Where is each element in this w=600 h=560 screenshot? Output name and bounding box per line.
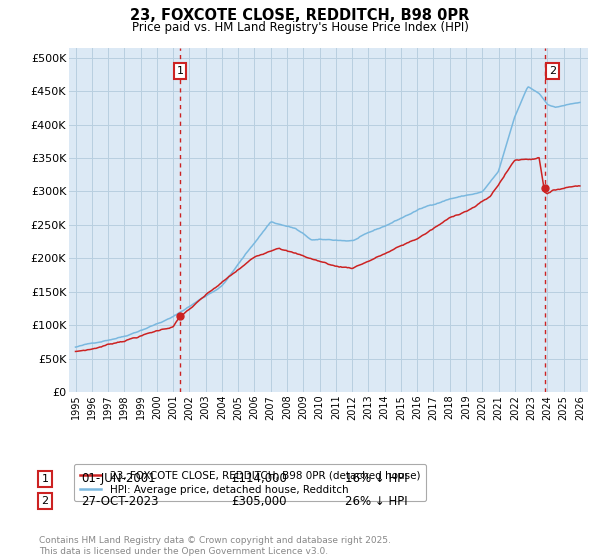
Text: £305,000: £305,000 [231,494,287,508]
Text: Contains HM Land Registry data © Crown copyright and database right 2025.
This d: Contains HM Land Registry data © Crown c… [39,536,391,556]
Text: 27-OCT-2023: 27-OCT-2023 [81,494,158,508]
Text: 01-JUN-2001: 01-JUN-2001 [81,472,155,486]
Legend: 23, FOXCOTE CLOSE, REDDITCH, B98 0PR (detached house), HPI: Average price, detac: 23, FOXCOTE CLOSE, REDDITCH, B98 0PR (de… [74,464,427,501]
Text: 26% ↓ HPI: 26% ↓ HPI [345,494,407,508]
Text: 1: 1 [41,474,49,484]
Text: Price paid vs. HM Land Registry's House Price Index (HPI): Price paid vs. HM Land Registry's House … [131,21,469,34]
Text: £114,000: £114,000 [231,472,287,486]
Text: 2: 2 [41,496,49,506]
Text: 16% ↓ HPI: 16% ↓ HPI [345,472,407,486]
Text: 2: 2 [549,66,556,76]
Text: 23, FOXCOTE CLOSE, REDDITCH, B98 0PR: 23, FOXCOTE CLOSE, REDDITCH, B98 0PR [130,8,470,24]
Text: 1: 1 [176,66,184,76]
